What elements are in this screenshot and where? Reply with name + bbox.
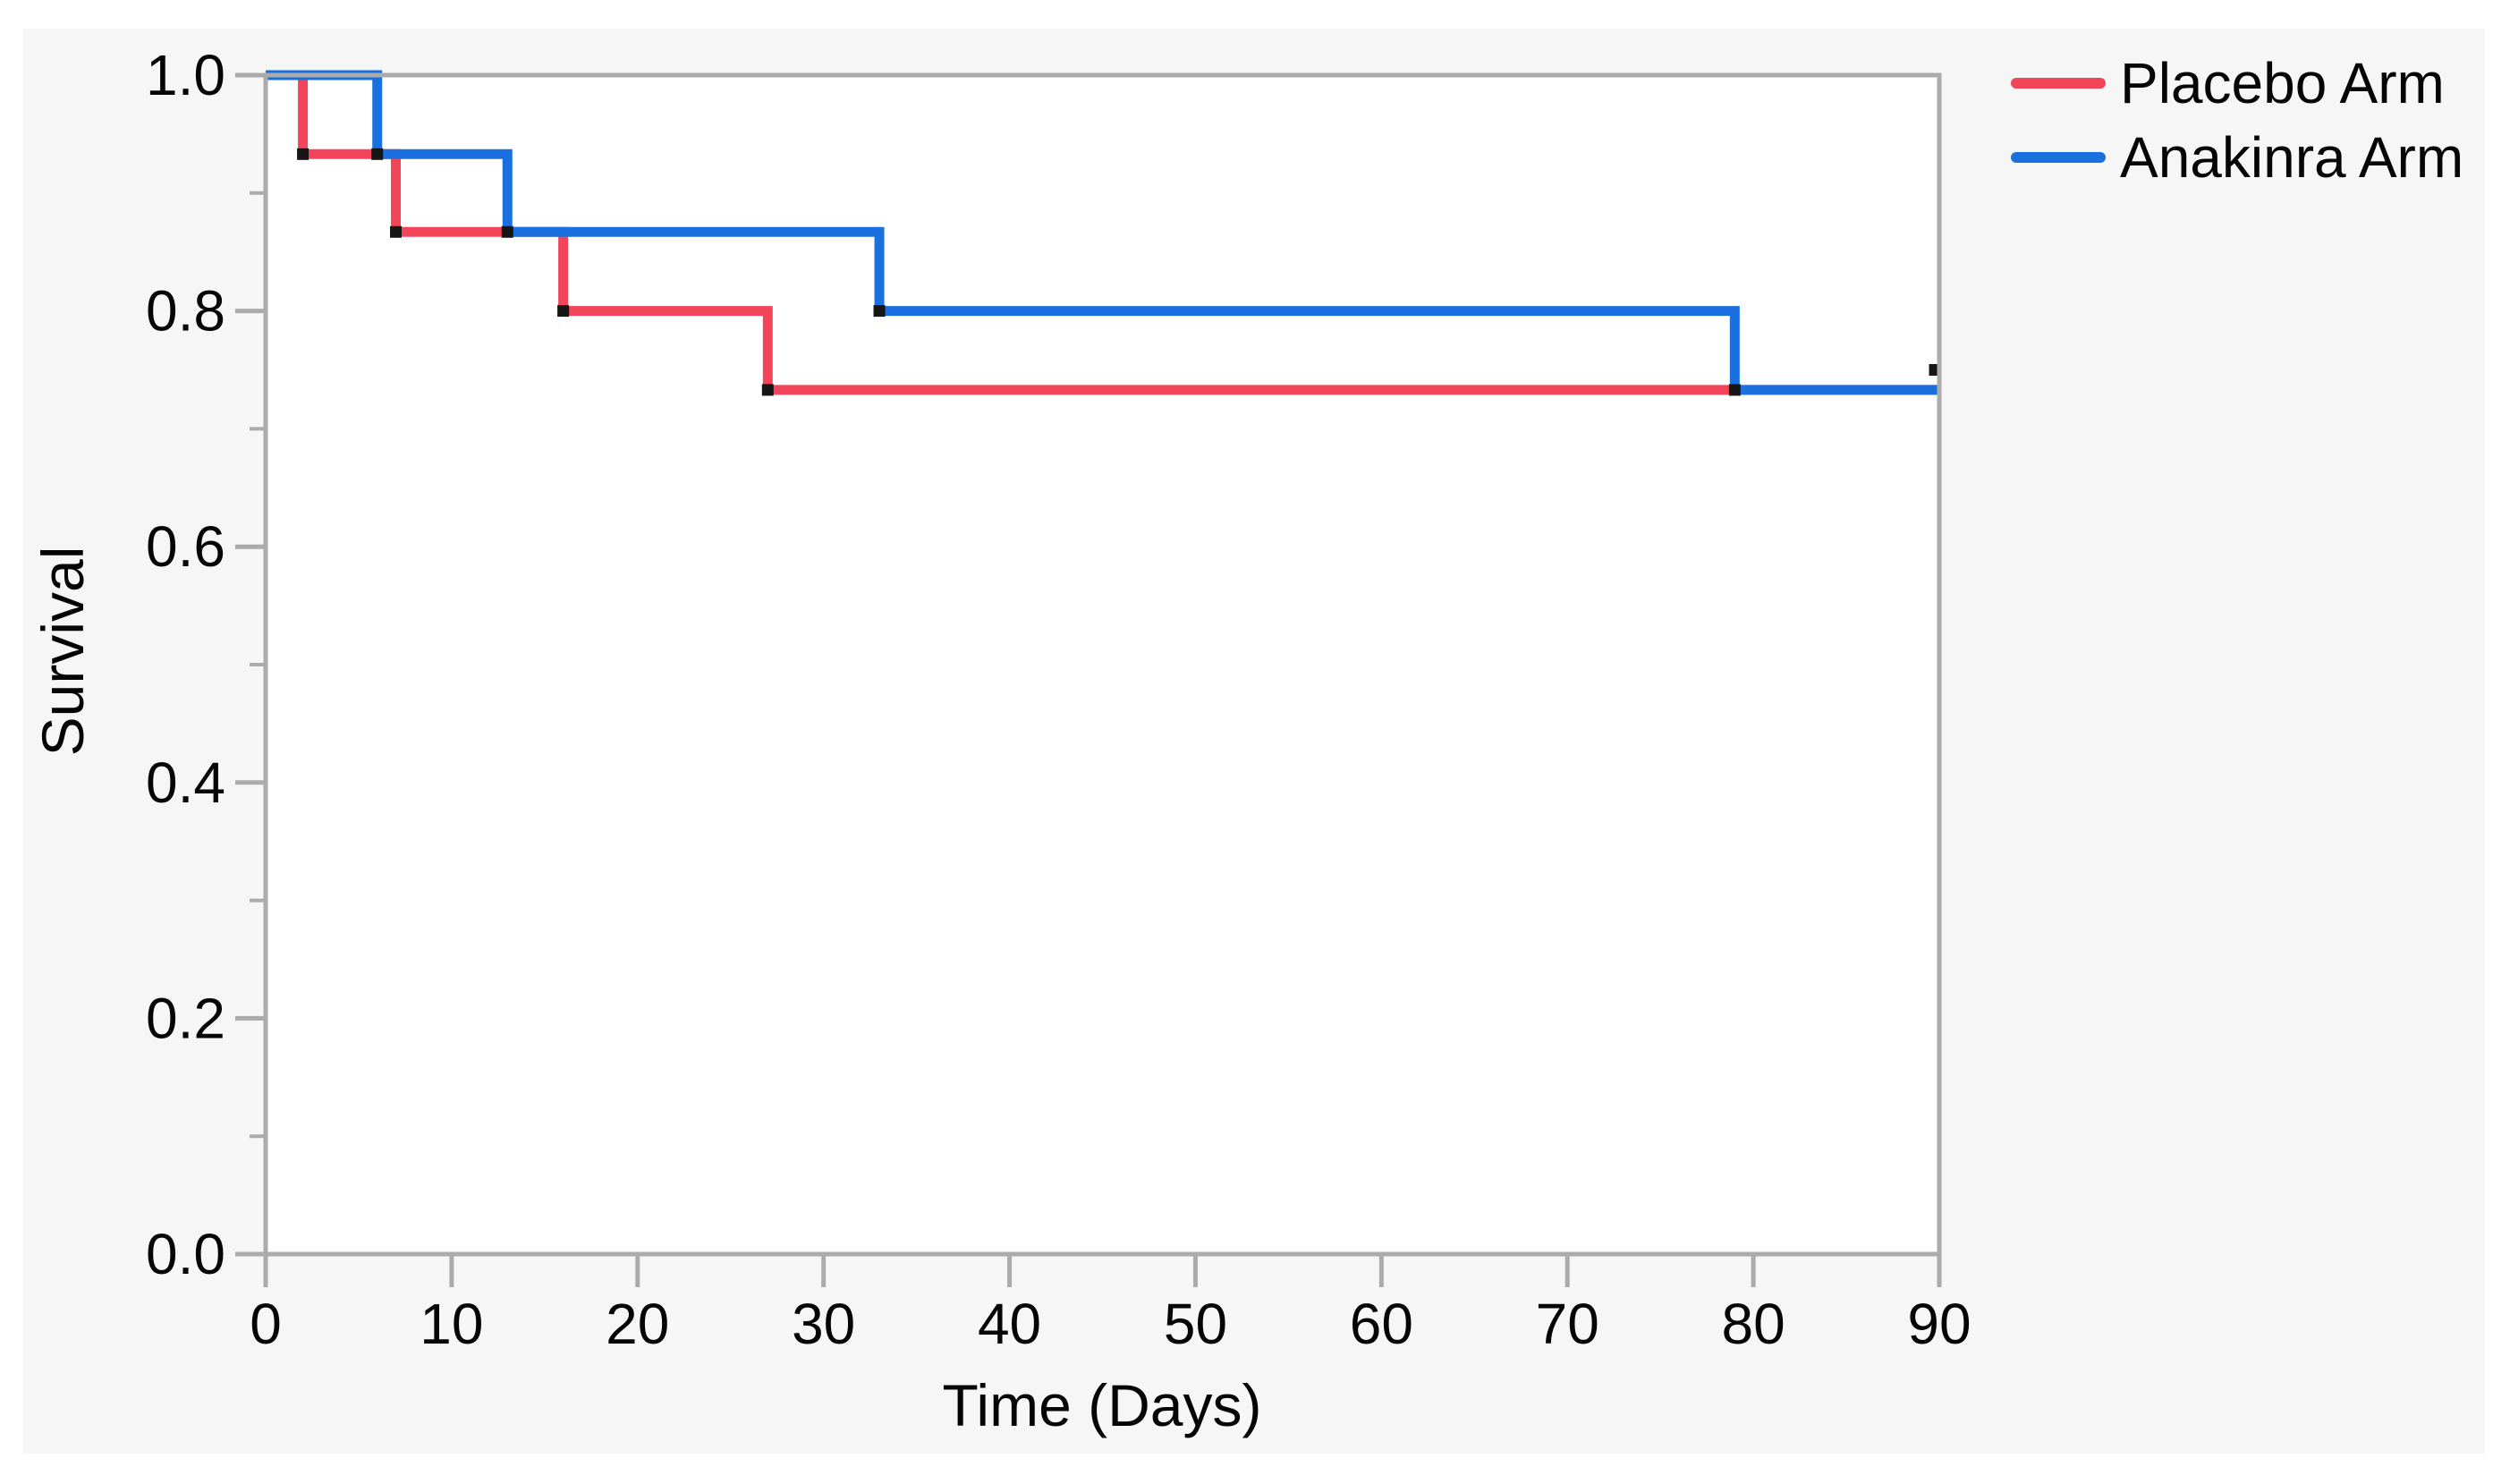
plot-frame <box>263 72 1942 1257</box>
event-marker <box>761 384 774 396</box>
y-tick-label: 0.6 <box>146 514 225 579</box>
event-marker <box>501 225 513 238</box>
x-tick-label: 0 <box>250 1292 282 1356</box>
x-tick-label: 20 <box>606 1292 669 1356</box>
event-marker <box>390 225 403 238</box>
x-axis-title: Time (Days) <box>942 1372 1262 1438</box>
y-tick-label: 0.2 <box>146 986 225 1050</box>
placebo-arm-curve <box>266 70 1939 395</box>
x-tick-label: 40 <box>978 1292 1041 1356</box>
legend-swatch-anakinra-line <box>2011 151 2106 163</box>
anakinra-arm-curve <box>266 70 1939 395</box>
y-tick-label: 0.4 <box>146 750 225 815</box>
x-tick-label: 30 <box>792 1292 855 1356</box>
event-marker <box>371 148 384 160</box>
event-marker <box>873 305 886 318</box>
x-tick-label: 50 <box>1164 1292 1227 1356</box>
y-axis-title: Survival <box>30 546 96 757</box>
legend-label-anakinra: Anakinra Arm <box>2120 124 2464 190</box>
event-marker <box>297 148 310 160</box>
y-tick-label: 1.0 <box>146 43 225 107</box>
event-marker <box>1728 384 1741 396</box>
legend: Placebo Arm Anakinra Arm <box>2011 46 2463 194</box>
x-tick-label: 80 <box>1722 1292 1785 1356</box>
legend-swatch-placebo-line <box>2011 77 2106 89</box>
legend-label-placebo: Placebo Arm <box>2120 50 2445 115</box>
plot-area <box>266 75 1939 1254</box>
event-marker <box>557 305 570 318</box>
legend-item-anakinra: Anakinra Arm <box>2011 120 2463 194</box>
legend-item-placebo: Placebo Arm <box>2011 46 2463 120</box>
x-tick-label: 70 <box>1536 1292 1599 1356</box>
y-tick-label: 0.0 <box>146 1222 225 1286</box>
x-tick-label: 90 <box>1907 1292 1971 1356</box>
x-tick-label: 10 <box>420 1292 483 1356</box>
x-tick-label: 60 <box>1350 1292 1413 1356</box>
y-tick-label: 0.8 <box>146 279 225 343</box>
